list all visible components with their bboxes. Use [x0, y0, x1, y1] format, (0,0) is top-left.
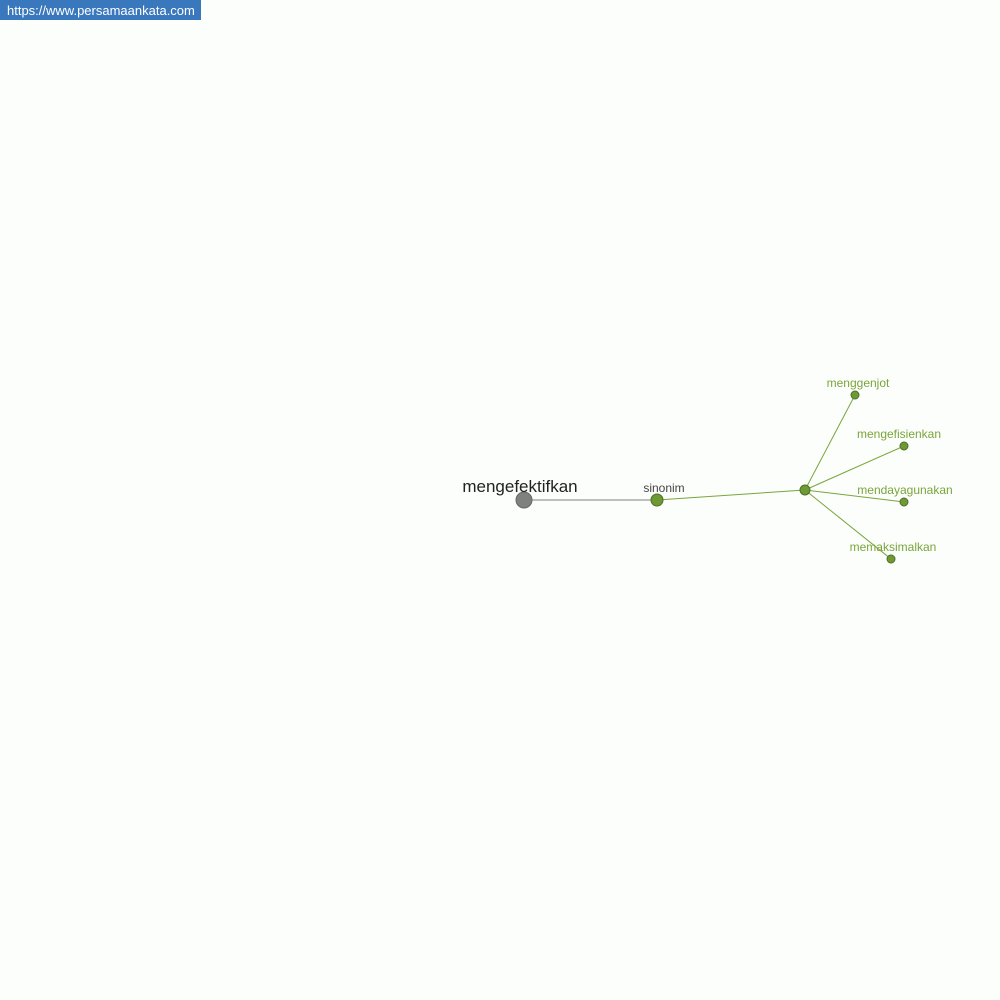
hub-node: [799, 484, 811, 496]
word-node[interactable]: [886, 554, 896, 564]
word-node[interactable]: [850, 390, 860, 400]
relation-node[interactable]: [650, 493, 664, 507]
word-node[interactable]: [899, 441, 909, 451]
word-label[interactable]: menggenjot: [827, 376, 890, 390]
root-node[interactable]: [515, 491, 533, 509]
word-label[interactable]: memaksimalkan: [850, 540, 937, 554]
word-label[interactable]: mendayagunakan: [857, 483, 952, 497]
edges: [524, 394, 905, 560]
relation-label[interactable]: sinonim: [643, 481, 684, 495]
edge-hub-word: [804, 394, 856, 491]
edge-hub-word: [804, 489, 905, 503]
word-node[interactable]: [899, 497, 909, 507]
root-label[interactable]: mengefektifkan: [462, 477, 577, 496]
site-url-banner[interactable]: https://www.persamaankata.com: [0, 0, 201, 20]
edge-sinonim-hub: [656, 489, 806, 501]
edge-hub-word: [804, 489, 892, 560]
word-label[interactable]: mengefisienkan: [857, 427, 941, 441]
edge-hub-word: [804, 445, 905, 491]
